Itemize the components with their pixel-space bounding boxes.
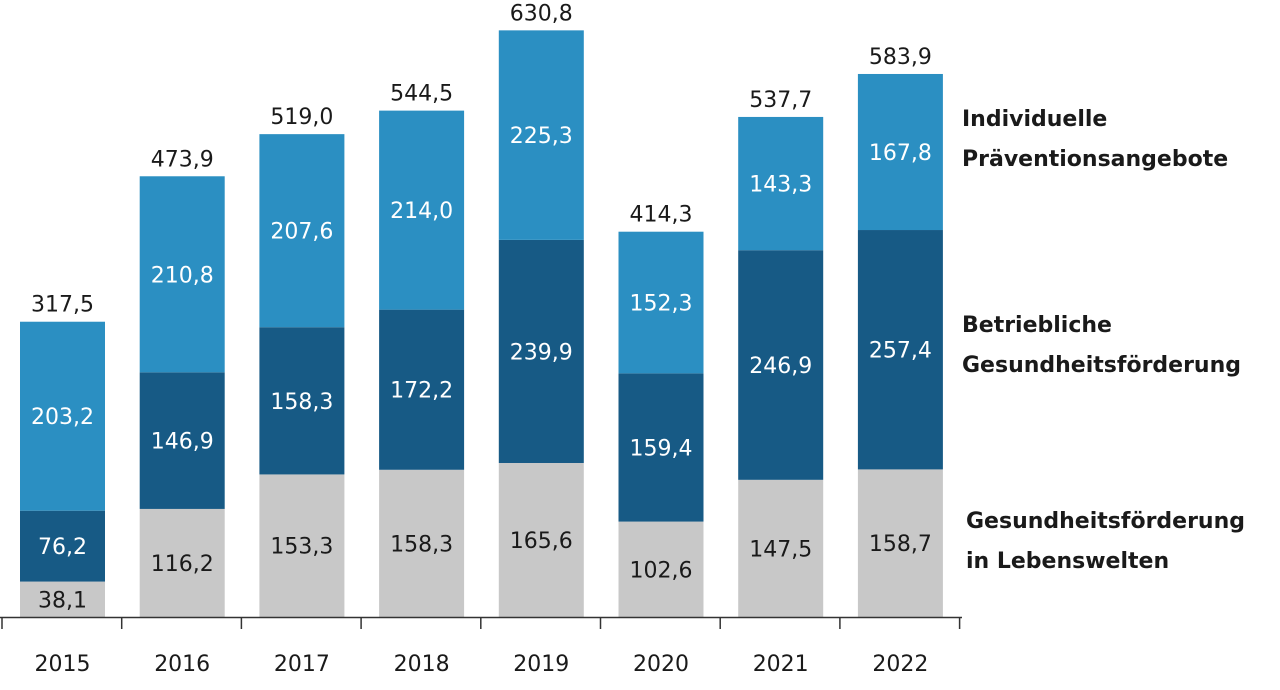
bar-segment — [498, 30, 584, 240]
bar-segment — [738, 250, 824, 480]
segment-label: 116,2 — [151, 552, 214, 577]
bar-segment — [379, 309, 465, 470]
total-label: 473,9 — [151, 147, 214, 172]
bar-segment — [139, 508, 225, 617]
bar-segment — [20, 321, 105, 511]
bar-segment — [857, 230, 943, 470]
segment-label: 159,4 — [630, 436, 693, 461]
bar-segment — [139, 372, 225, 509]
segment-label: 239,9 — [510, 340, 573, 365]
segment-label: 172,2 — [390, 379, 453, 404]
bar-segment — [20, 510, 105, 582]
bar-segment — [738, 479, 824, 617]
segment-label: 167,8 — [869, 141, 932, 166]
segment-label: 147,5 — [749, 537, 812, 562]
segment-label: 158,3 — [270, 390, 333, 415]
bar-segment — [139, 176, 225, 373]
segment-label: 165,6 — [510, 529, 573, 554]
x-tick-label: 2015 — [35, 652, 91, 677]
x-tick-label: 2022 — [872, 652, 928, 677]
segment-label: 210,8 — [151, 263, 214, 288]
segment-label: 146,9 — [151, 430, 214, 455]
x-tick-label: 2020 — [633, 652, 689, 677]
total-label: 630,8 — [510, 1, 573, 26]
bar-segment — [259, 327, 345, 475]
bar-segment — [20, 581, 105, 617]
bar-segment — [379, 110, 465, 310]
segment-label: 214,0 — [390, 199, 453, 224]
segment-label: 158,7 — [869, 532, 932, 557]
segment-label: 246,9 — [749, 354, 812, 379]
segment-label: 225,3 — [510, 124, 573, 149]
bar-segment — [857, 73, 943, 231]
segment-label: 143,3 — [749, 173, 812, 198]
segment-label: 257,4 — [869, 339, 932, 364]
legend-gesundheitsfoerderung-lebenswelten: Gesundheitsförderung in Lebenswelten — [966, 509, 1246, 574]
bar-segment — [498, 462, 584, 617]
legend-betriebliche-gesundheitsfoerderung: Betriebliche Gesundheitsförderung — [962, 313, 1242, 378]
segment-label: 102,6 — [630, 558, 693, 583]
segment-label: 158,3 — [390, 532, 453, 557]
total-label: 583,9 — [869, 45, 932, 70]
x-tick-label: 2017 — [274, 652, 330, 677]
total-label: 544,5 — [390, 82, 453, 107]
total-label: 317,5 — [31, 293, 94, 318]
bar-segment — [618, 521, 704, 617]
legend-individuelle-praeventionsangebote: Individuelle Präventionsangebote — [962, 107, 1229, 172]
total-label: 414,3 — [630, 203, 693, 228]
bar-segment — [498, 239, 584, 463]
bar-segment — [857, 469, 943, 617]
bar-segment — [379, 469, 465, 617]
bar-segment — [618, 231, 704, 374]
x-tick-label: 2019 — [513, 652, 569, 677]
total-label: 537,7 — [749, 88, 812, 113]
x-tick-label: 2021 — [753, 652, 809, 677]
bar-segment — [618, 373, 704, 522]
bar-segment — [259, 134, 345, 328]
segment-label: 152,3 — [630, 292, 693, 317]
bar-segment — [259, 474, 345, 617]
segment-label: 38,1 — [38, 588, 87, 613]
x-tick-label: 2016 — [154, 652, 210, 677]
bar-segment — [738, 116, 824, 251]
segment-label: 203,2 — [31, 405, 94, 430]
segment-label: 207,6 — [270, 220, 333, 245]
segment-label: 153,3 — [270, 535, 333, 560]
segment-label: 76,2 — [38, 535, 87, 560]
x-tick-label: 2018 — [394, 652, 450, 677]
total-label: 519,0 — [270, 105, 333, 130]
